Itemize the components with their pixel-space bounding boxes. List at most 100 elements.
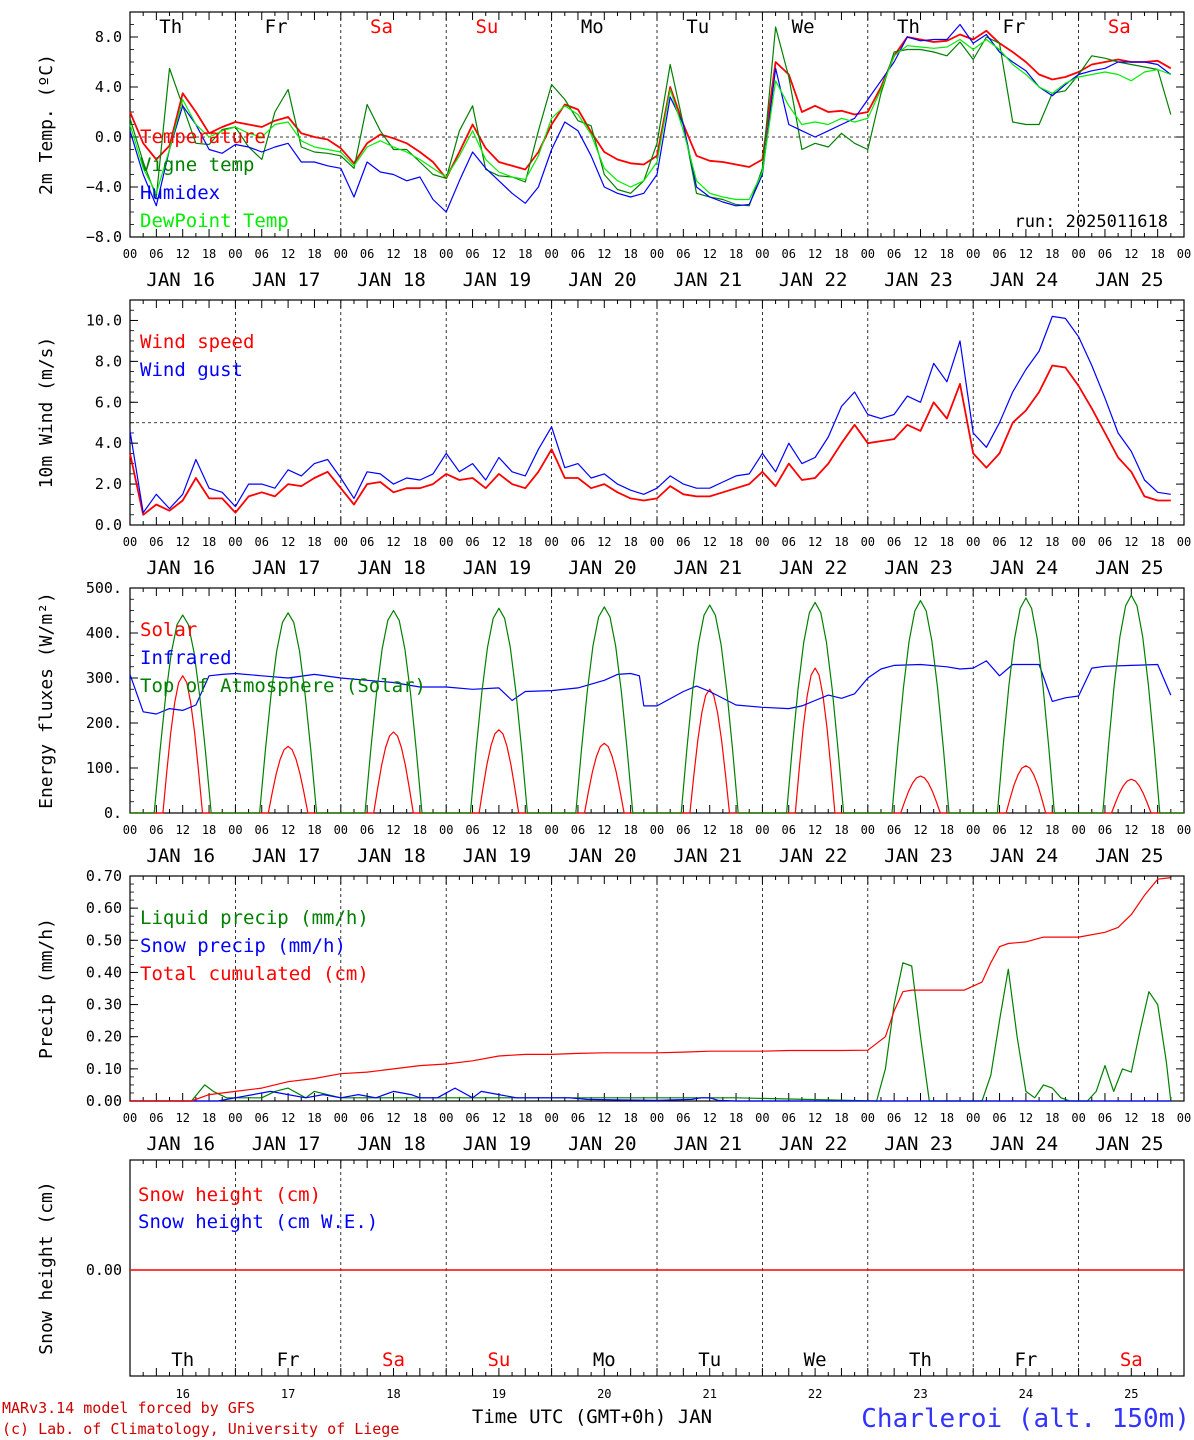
y-tick-label: 0.50 — [86, 931, 122, 949]
hour-label: 00 — [755, 823, 769, 837]
hour-label: 12 — [175, 247, 189, 261]
y-tick-label: 0. — [104, 804, 122, 822]
weekday-label: Su — [475, 16, 498, 38]
y-axis-label: Energy fluxes (W/m²) — [36, 592, 57, 809]
hour-label: 06 — [465, 247, 479, 261]
hour-label: 18 — [307, 535, 321, 549]
hour-label: 18 — [834, 1111, 848, 1125]
x-axis-title: Time UTC (GMT+0h) JAN — [472, 1406, 712, 1428]
hour-label: 06 — [571, 535, 585, 549]
hour-label: 12 — [702, 1111, 716, 1125]
hour-label: 06 — [676, 823, 690, 837]
weekday-label: Mo — [581, 16, 604, 38]
hour-label: 18 — [518, 1111, 532, 1125]
date-label: JAN 17 — [252, 557, 321, 579]
hour-label: 06 — [255, 1111, 269, 1125]
date-label: JAN 18 — [357, 269, 426, 291]
date-label: JAN 23 — [884, 845, 953, 867]
hour-label: 00 — [439, 535, 453, 549]
hour-label: 18 — [307, 1111, 321, 1125]
legend-entry: Temperature — [140, 126, 266, 148]
hour-label: 18 — [307, 247, 321, 261]
y-tick-label: 0.0 — [95, 128, 122, 146]
weekday-label: Th — [897, 16, 920, 38]
legend-entry: Liquid precip (mm/h) — [140, 907, 369, 929]
hour-label: 12 — [1124, 247, 1138, 261]
y-tick-label: 200. — [86, 714, 122, 732]
y-tick-label: 400. — [86, 624, 122, 642]
hour-label: 12 — [1124, 535, 1138, 549]
y-tick-label: 0.70 — [86, 867, 122, 885]
hour-label: 12 — [808, 247, 822, 261]
hour-label: 18 — [729, 1111, 743, 1125]
hour-label: 12 — [175, 823, 189, 837]
hour-label: 18 — [307, 823, 321, 837]
hour-label: 06 — [255, 247, 269, 261]
hour-label: 00 — [1071, 1111, 1085, 1125]
date-label: JAN 19 — [463, 269, 532, 291]
hour-label: 06 — [782, 1111, 796, 1125]
hour-label: 06 — [149, 247, 163, 261]
hour-label: 12 — [702, 823, 716, 837]
date-label: JAN 24 — [990, 1133, 1059, 1155]
date-label: JAN 21 — [673, 557, 742, 579]
hour-label: 00 — [334, 535, 348, 549]
hour-label: 12 — [386, 1111, 400, 1125]
credit-line-1: MARv3.14 model forced by GFS — [2, 1399, 255, 1417]
hour-label: 00 — [228, 1111, 242, 1125]
series-line-dewpoint-temp — [129, 38, 1172, 201]
hour-label: 18 — [623, 823, 637, 837]
y-tick-label: 6.0 — [95, 393, 122, 411]
date-label: JAN 21 — [673, 1133, 742, 1155]
date-label: JAN 18 — [357, 845, 426, 867]
legend-entry: Solar — [140, 619, 197, 641]
hour-label: 00 — [755, 535, 769, 549]
hour-label: 06 — [887, 535, 901, 549]
y-tick-label: 500. — [86, 579, 122, 597]
hour-label: 18 — [729, 247, 743, 261]
date-label: JAN 24 — [990, 269, 1059, 291]
y-tick-label: 4.0 — [95, 434, 122, 452]
hour-label: 06 — [887, 247, 901, 261]
hour-label: 00 — [650, 535, 664, 549]
y-tick-label: 10.0 — [86, 311, 122, 329]
hour-label: 12 — [1019, 247, 1033, 261]
hour-label: 06 — [465, 535, 479, 549]
date-label: JAN 22 — [779, 557, 848, 579]
hour-label: 00 — [966, 823, 980, 837]
weekday-label: Th — [159, 16, 182, 38]
hour-label: 00 — [544, 247, 558, 261]
hour-label: 12 — [702, 247, 716, 261]
hour-label: 12 — [386, 535, 400, 549]
y-tick-label: 4.0 — [95, 78, 122, 96]
hour-label: 06 — [255, 823, 269, 837]
hour-label: 12 — [913, 823, 927, 837]
date-label: JAN 22 — [779, 1133, 848, 1155]
date-label: JAN 20 — [568, 1133, 637, 1155]
panel-frame — [129, 587, 1185, 814]
hour-label: 12 — [281, 1111, 295, 1125]
hour-label: 12 — [597, 247, 611, 261]
hour-label: 00 — [650, 823, 664, 837]
date-label: JAN 20 — [568, 845, 637, 867]
legend-entry: Snow precip (mm/h) — [140, 935, 346, 957]
y-tick-label: 0.0 — [95, 516, 122, 534]
date-label: JAN 23 — [884, 1133, 953, 1155]
date-label: JAN 21 — [673, 845, 742, 867]
hour-label: 00 — [123, 247, 137, 261]
hour-label: 18 — [729, 535, 743, 549]
weekday-label: Sa — [1120, 1349, 1143, 1371]
y-tick-label: −8.0 — [86, 228, 122, 246]
hour-label: 00 — [228, 823, 242, 837]
y-tick-label: 300. — [86, 669, 122, 687]
weekday-label: Th — [171, 1349, 194, 1371]
hour-label: 18 — [1150, 1111, 1164, 1125]
hour-label: 12 — [1019, 1111, 1033, 1125]
hour-label: 18 — [940, 1111, 954, 1125]
hour-label: 00 — [334, 247, 348, 261]
hour-label: 06 — [782, 247, 796, 261]
date-label: JAN 23 — [884, 269, 953, 291]
legend-entry: Vigne temp — [140, 154, 254, 176]
hour-label: 12 — [597, 823, 611, 837]
